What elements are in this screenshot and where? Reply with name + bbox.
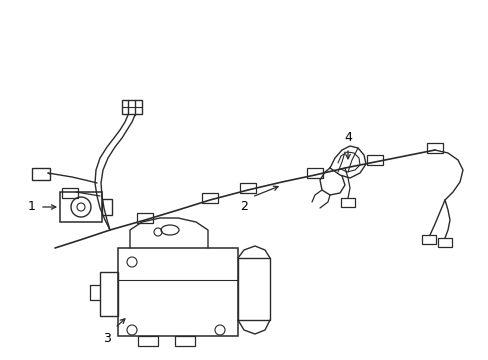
- Bar: [118, 248, 238, 336]
- Bar: [238, 258, 269, 320]
- Bar: [306, 168, 323, 178]
- Text: 3: 3: [103, 332, 111, 345]
- Bar: [62, 188, 78, 198]
- Bar: [175, 336, 195, 346]
- Bar: [340, 198, 354, 207]
- Bar: [202, 193, 218, 203]
- Bar: [138, 336, 158, 346]
- Bar: [60, 192, 102, 222]
- Bar: [102, 199, 112, 215]
- Bar: [122, 100, 142, 114]
- Bar: [100, 272, 118, 316]
- Bar: [437, 238, 451, 247]
- Bar: [137, 213, 153, 223]
- Text: 1: 1: [28, 201, 36, 213]
- Text: 2: 2: [240, 200, 247, 213]
- Bar: [426, 143, 442, 153]
- Bar: [32, 168, 50, 180]
- Bar: [240, 183, 256, 193]
- Text: 4: 4: [344, 131, 351, 144]
- Bar: [421, 235, 435, 244]
- Bar: [366, 155, 382, 165]
